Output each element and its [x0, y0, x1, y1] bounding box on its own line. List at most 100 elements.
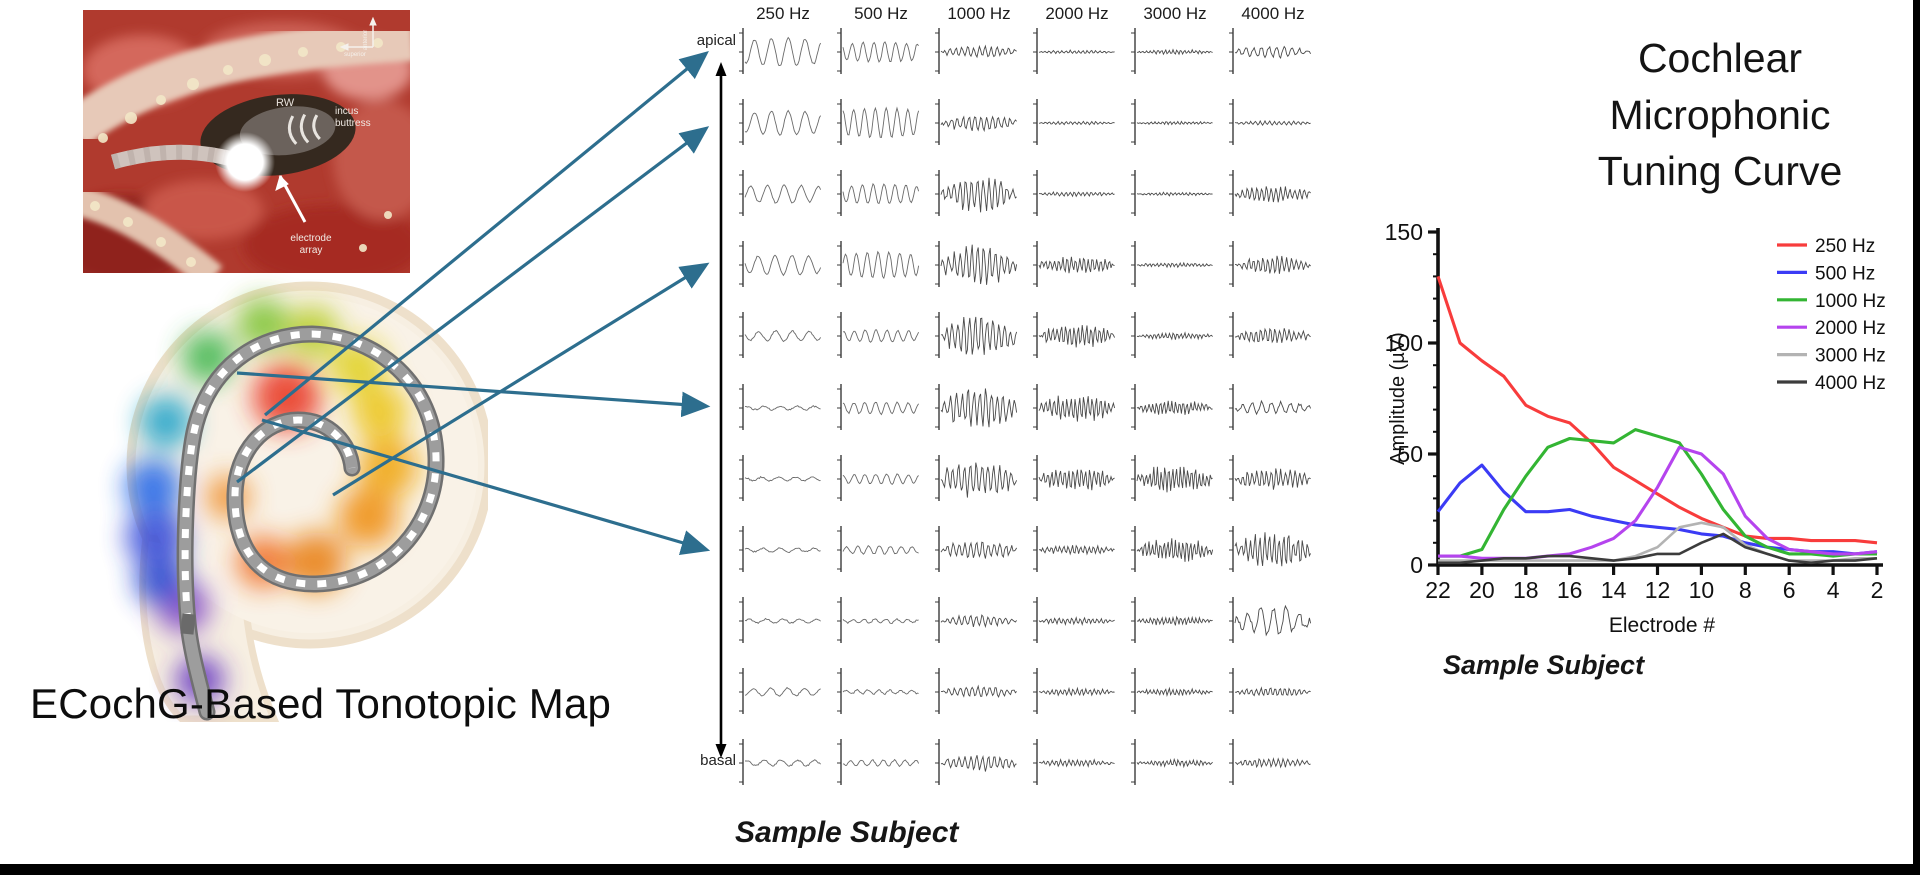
incus-buttress-label-2: buttress: [335, 118, 371, 129]
waveform-cell: [1229, 667, 1311, 714]
waveform-cell: [1033, 596, 1115, 643]
axis-vertical-label: anterior: [363, 30, 369, 50]
series-line-1000Hz: [1438, 428, 1877, 558]
electrode-array-label-2: array: [300, 245, 323, 256]
apical-label: apical: [696, 32, 736, 49]
waveform-cell: [739, 596, 821, 643]
surgical-photo: RW incus buttress electrode array anteri…: [83, 10, 410, 273]
waveform-cell: [739, 312, 821, 359]
legend-label: 500 Hz: [1815, 263, 1875, 284]
right-letterbox-bar: [1913, 0, 1920, 875]
waveform-cell: [1229, 525, 1311, 572]
x-tick-label: 20: [1469, 577, 1495, 603]
waveform-cell: [935, 99, 1017, 146]
waveform-cell: [1033, 454, 1115, 501]
waveform-cell: [935, 28, 1017, 74]
waveform-cell: [1131, 312, 1213, 359]
series-line-3000Hz: [1438, 521, 1877, 562]
frequency-header: 500 Hz: [854, 4, 908, 23]
waveform-cell: [739, 28, 822, 74]
basal-label: basal: [700, 752, 736, 769]
y-tick-label: 50: [1397, 441, 1423, 467]
axis-horizontal-label: superior: [344, 52, 366, 58]
waveform-cell: [837, 454, 919, 501]
waveform-cell: [1033, 28, 1115, 74]
x-tick-label: 22: [1425, 577, 1451, 603]
waveform-cell: [1033, 241, 1115, 288]
waveform-cell: [1131, 454, 1213, 501]
y-tick-label: 150: [1385, 219, 1423, 245]
x-tick-label: 16: [1557, 577, 1583, 603]
waveform-cell: [739, 739, 821, 785]
legend-label: 1000 Hz: [1815, 291, 1886, 312]
waveform-cell: [935, 739, 1017, 785]
waveform-cell: [1033, 383, 1116, 430]
frequency-header: 4000 Hz: [1241, 4, 1305, 23]
apical-basal-axis-arrow: [715, 62, 727, 758]
waveform-cell: [1229, 241, 1311, 288]
waveform-cell: [1033, 739, 1115, 785]
legend-label: 4000 Hz: [1815, 373, 1886, 394]
x-tick-label: 2: [1871, 577, 1884, 603]
waveform-cell: [837, 312, 920, 359]
electrode-array-label-1: electrode: [290, 233, 332, 244]
waveform-cell: [1131, 241, 1213, 288]
waveform-cell: [1033, 312, 1116, 359]
tonotopic-map-caption: ECochG-Based Tonotopic Map: [30, 680, 612, 727]
waveform-cell: [1229, 383, 1312, 430]
waveform-cell: [1033, 99, 1115, 146]
waveform-cell: [1131, 170, 1213, 217]
waveform-cell: [935, 596, 1017, 643]
waveform-cell: [935, 525, 1017, 572]
waveform-cell: [1131, 383, 1213, 430]
waveform-cell: [1033, 170, 1115, 217]
cochlea-tonotopic-illustration: [125, 281, 488, 722]
waveform-cell: [1033, 525, 1115, 572]
waveform-cell: [935, 454, 1018, 501]
waveform-cell: [739, 170, 822, 217]
waveform-cell: [1131, 99, 1213, 146]
waveform-cell: [1131, 739, 1213, 785]
y-axis-label: Amplitude (µV): [1387, 332, 1409, 465]
chart-title-line3: Tuning Curve: [1597, 148, 1843, 195]
x-tick-label: 12: [1645, 577, 1671, 603]
waveform-cell: [837, 525, 919, 572]
legend-label: 2000 Hz: [1815, 318, 1886, 339]
waveform-cell: [739, 99, 821, 146]
waveform-cell: [739, 383, 821, 430]
waveform-cell: [935, 170, 1017, 217]
x-tick-label: 8: [1739, 577, 1752, 603]
x-tick-label: 10: [1689, 577, 1715, 603]
y-tick-label: 100: [1385, 330, 1423, 356]
x-axis-label: Electrode #: [1609, 614, 1716, 637]
waveform-cell: [935, 667, 1017, 714]
orientation-axis-icon: [339, 16, 377, 51]
waveform-cell: [1229, 739, 1311, 785]
chart-title-line2: Microphonic: [1609, 91, 1831, 138]
x-tick-label: 4: [1827, 577, 1840, 603]
waveform-cell: [837, 28, 919, 74]
chart-title-line1: Cochlear: [1637, 35, 1803, 81]
tuning-curve-chart: 0 50 100 150 22 20 18 16 14 12 10 8 6 4 2 Electrode # Am…: [1385, 219, 1886, 637]
waveform-cell: [739, 525, 821, 572]
incus-buttress-label-1: incus: [335, 106, 358, 117]
waveform-cell: [837, 241, 920, 288]
x-tick-label: 14: [1601, 577, 1627, 603]
chart-title: Cochlear Microphonic Tuning Curve: [1520, 30, 1920, 200]
waveform-cell: [935, 312, 1018, 359]
waveform-cell: [1131, 596, 1213, 643]
grid-sample-subject-caption: Sample Subject: [735, 816, 959, 849]
waveform-cell: [1131, 28, 1213, 74]
legend-label: 3000 Hz: [1815, 346, 1886, 367]
rw-label: RW: [276, 97, 295, 109]
frequency-header: 2000 Hz: [1045, 4, 1109, 23]
waveform-cell: [837, 667, 919, 714]
waveform-cell: [739, 241, 822, 288]
waveform-cell: [935, 241, 1018, 288]
array-marker-band: [180, 613, 196, 635]
waveform-cell: [837, 596, 919, 643]
waveform-cell: [837, 739, 920, 785]
waveform-cell: [1229, 28, 1311, 74]
series-line-250Hz: [1436, 275, 1878, 545]
